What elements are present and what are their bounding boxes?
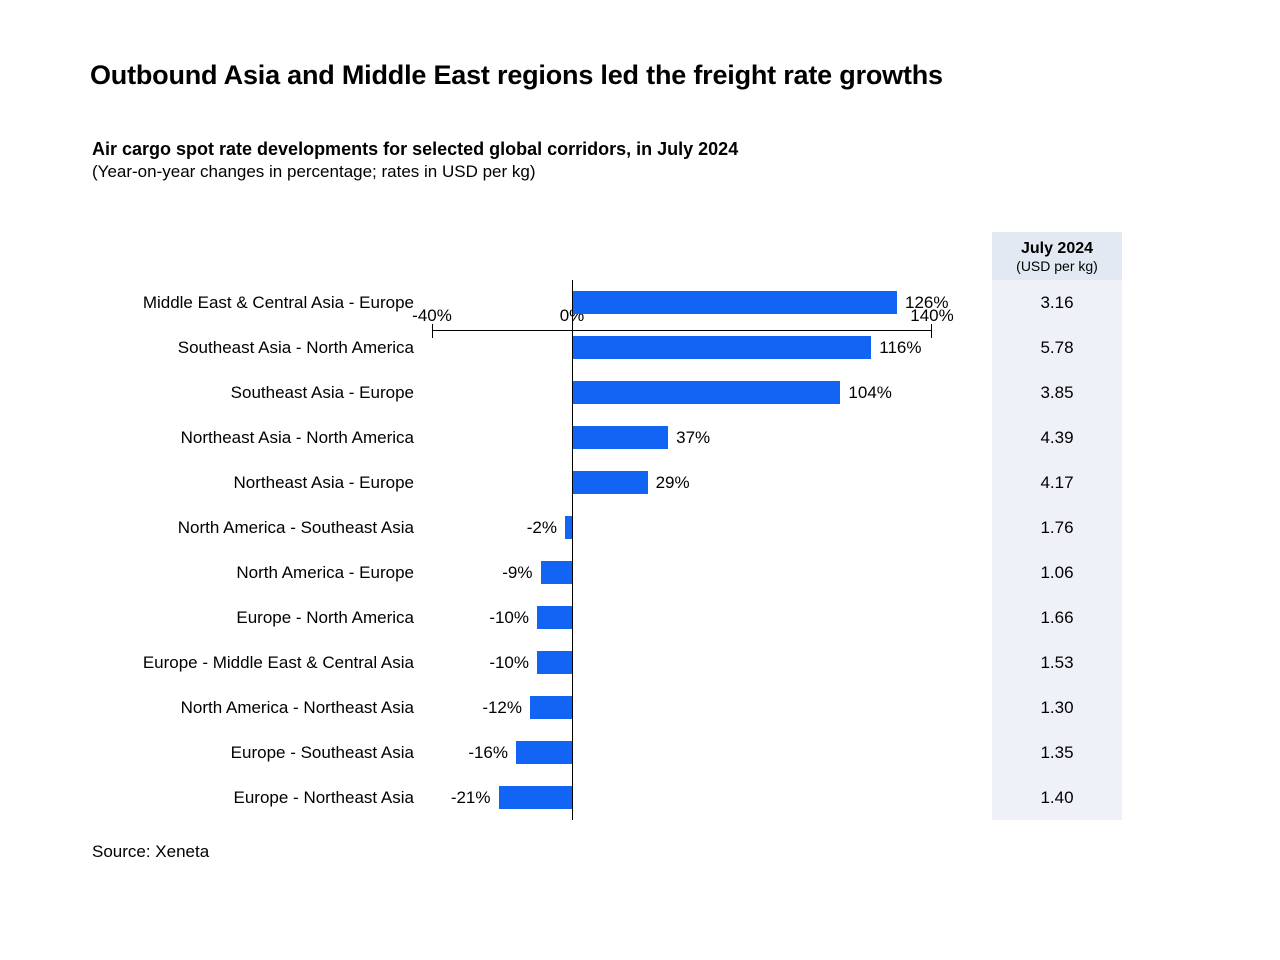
value-cell: 1.53 [992,640,1122,685]
bar-pos-cell: 29% [572,460,932,505]
bar [573,336,871,359]
bar [516,741,572,764]
category-label: North America - Northeast Asia [92,685,432,730]
bar [541,561,573,584]
bar-value-label: -2% [527,516,557,539]
value-cell: 5.78 [992,325,1122,370]
category-label: Southeast Asia - North America [92,325,432,370]
value-cell: 4.39 [992,415,1122,460]
bar-pos-cell: 116% [572,325,932,370]
bar-pos-cell: 37% [572,415,932,460]
bar-value-label: 126% [905,291,948,314]
category-label: Europe - Middle East & Central Asia [92,640,432,685]
page: Outbound Asia and Middle East regions le… [0,0,1280,960]
value-cell: 3.16 [992,280,1122,325]
bar-pos-cell: 126% [572,280,932,325]
bar-neg-cell: -21% [432,775,572,820]
value-cell: 1.66 [992,595,1122,640]
bar [573,471,648,494]
bar [573,381,840,404]
category-label: Southeast Asia - Europe [92,370,432,415]
value-cell: 1.76 [992,505,1122,550]
category-label: Europe - North America [92,595,432,640]
bar [573,426,668,449]
bar-value-label: 104% [848,381,891,404]
value-column-sub: (USD per kg) [996,258,1118,274]
value-cell: 1.40 [992,775,1122,820]
value-cell: 1.30 [992,685,1122,730]
bar-neg-cell [432,280,572,325]
bar-neg-cell: -2% [432,505,572,550]
bar-value-label: -9% [502,561,532,584]
bar-pos-cell: 104% [572,370,932,415]
bar [565,516,572,539]
bar-neg-cell: -10% [432,640,572,685]
bar-value-label: -21% [451,786,491,809]
chart-source: Source: Xeneta [92,842,1220,862]
bar-neg-cell: -10% [432,595,572,640]
bar-pos-cell [572,595,932,640]
bar-pos-cell [572,685,932,730]
bar-value-label: -10% [489,651,529,674]
category-label: North America - Southeast Asia [92,505,432,550]
category-label: Northeast Asia - North America [92,415,432,460]
bar-pos-cell [572,550,932,595]
bar [499,786,573,809]
bar-pos-cell [572,505,932,550]
bar-value-label: -16% [468,741,508,764]
category-label: Northeast Asia - Europe [92,460,432,505]
category-label: Middle East & Central Asia - Europe [92,280,432,325]
bar-neg-cell [432,415,572,460]
bar [530,696,572,719]
bar [537,651,572,674]
bar-neg-cell [432,370,572,415]
chart-axis-row: -40% 0% 140% July 2024 (USD per kg) [92,210,1082,280]
bar [537,606,572,629]
value-column-title: July 2024 [996,240,1118,258]
bar-pos-cell [572,640,932,685]
value-column-header: July 2024 (USD per kg) [992,232,1122,280]
chart-subnote: (Year-on-year changes in percentage; rat… [92,162,1220,182]
chart-subtitle: Air cargo spot rate developments for sel… [92,139,1220,160]
bar-value-label: -12% [482,696,522,719]
bar-neg-cell: -16% [432,730,572,775]
category-label: Europe - Northeast Asia [92,775,432,820]
bar-pos-cell [572,730,932,775]
bar-neg-cell: -12% [432,685,572,730]
page-title: Outbound Asia and Middle East regions le… [90,60,1220,91]
value-cell: 1.06 [992,550,1122,595]
bar-value-label: 116% [879,336,921,359]
bar-value-label: -10% [489,606,529,629]
bar-value-label: 37% [676,426,710,449]
bar-value-label: 29% [656,471,690,494]
bar-neg-cell: -9% [432,550,572,595]
value-cell: 4.17 [992,460,1122,505]
bar [573,291,897,314]
value-cell: 3.85 [992,370,1122,415]
category-label: Europe - Southeast Asia [92,730,432,775]
value-cell: 1.35 [992,730,1122,775]
bar-neg-cell [432,325,572,370]
bar-pos-cell [572,775,932,820]
bar-neg-cell [432,460,572,505]
category-label: North America - Europe [92,550,432,595]
chart: -40% 0% 140% July 2024 (USD per kg) Midd… [92,210,1220,820]
